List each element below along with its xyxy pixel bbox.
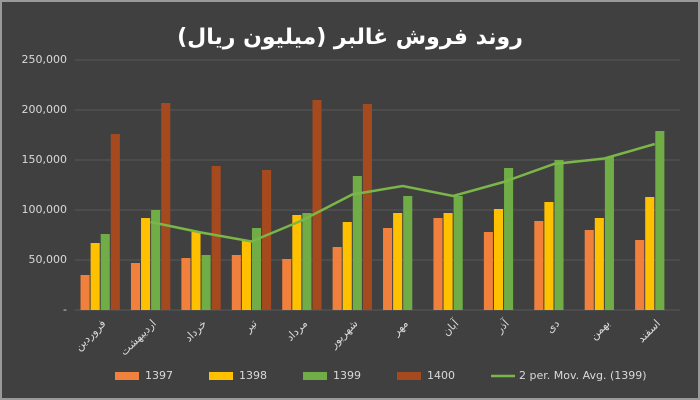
bar: [453, 196, 463, 310]
bar: [211, 166, 221, 310]
bar: [201, 255, 211, 310]
legend-label: 2 per. Mov. Avg. (1399): [519, 369, 647, 382]
bar: [262, 170, 272, 310]
bar: [383, 228, 393, 310]
bar: [393, 213, 403, 310]
bar: [433, 218, 443, 310]
bar: [584, 230, 594, 310]
legend-swatch: [115, 372, 139, 380]
bar: [241, 240, 251, 310]
bar: [90, 243, 100, 310]
bar: [231, 255, 241, 310]
legend-label: 1399: [333, 369, 361, 382]
line: [150, 142, 656, 243]
bar: [141, 218, 151, 310]
legend-swatch: [303, 372, 327, 380]
bar: [130, 263, 141, 310]
bar: [80, 275, 90, 310]
bar: [181, 258, 191, 310]
bar: [302, 213, 312, 310]
bar: [635, 240, 645, 310]
legend-label: 1398: [239, 369, 267, 382]
bar: [554, 160, 564, 310]
bar: [534, 221, 544, 310]
chart-title: روند فروش غالبر (میلیون ریال): [177, 25, 523, 50]
bar: [292, 215, 302, 310]
bar: [655, 131, 665, 310]
bar: [100, 234, 110, 310]
bar: [110, 134, 120, 310]
legend-swatch: [209, 372, 233, 380]
y-tick-label: -: [63, 303, 67, 316]
bar: [251, 228, 262, 310]
bar: [312, 100, 322, 310]
y-tick-label: 150,000: [22, 153, 68, 166]
y-tick-label: 250,000: [22, 53, 68, 66]
bar: [493, 209, 504, 310]
bar: [161, 103, 171, 310]
y-tick-label: 50,000: [29, 253, 68, 266]
y-tick-label: 100,000: [22, 203, 68, 216]
bar: [352, 176, 362, 310]
legend-label: 1397: [145, 369, 173, 382]
legend-swatch: [397, 372, 421, 380]
bar: [645, 197, 655, 310]
bar: [403, 196, 413, 310]
bar: [483, 232, 493, 310]
bar: [544, 202, 554, 310]
legend-label: 1400: [427, 369, 455, 382]
bar: [604, 157, 614, 310]
bar: [504, 168, 514, 310]
bar: [191, 232, 201, 310]
bar: [342, 222, 352, 310]
bar: [151, 210, 161, 310]
bar: [282, 259, 292, 310]
bar: [443, 213, 453, 310]
bar: [594, 218, 604, 310]
bar: [362, 104, 372, 310]
y-tick-label: 200,000: [22, 103, 68, 116]
bar: [332, 247, 342, 310]
